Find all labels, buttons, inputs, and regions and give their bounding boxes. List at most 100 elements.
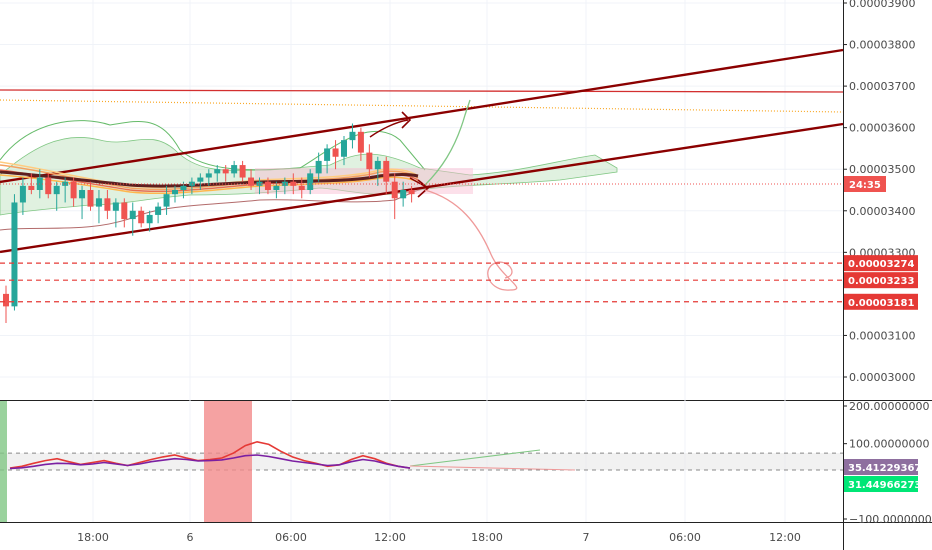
price-badges: 0.00003274 0.00003233 0.00003181 24:35 35.41… xyxy=(844,176,921,492)
y-tick-label: 0.00003900 xyxy=(849,0,915,10)
candle-body xyxy=(104,198,111,211)
candle-body xyxy=(11,202,18,307)
last-price-badge xyxy=(844,176,886,192)
candle-body xyxy=(383,160,390,182)
ema-line xyxy=(0,170,419,188)
candle-body xyxy=(180,185,187,190)
candle-body xyxy=(121,202,128,220)
osc-tick-label: −100.00000000 xyxy=(849,513,932,526)
bearish-projection xyxy=(424,189,518,291)
support-badge xyxy=(844,272,918,289)
price-axis[interactable]: 0.00003900 0.00003800 0.00003700 0.00003600… xyxy=(843,0,915,384)
osc-band xyxy=(0,453,843,471)
candle-body xyxy=(79,190,86,199)
x-tick-label: 12:00 xyxy=(374,531,406,544)
support-badge-label: 0.00003233 xyxy=(848,276,914,287)
osc-series-signal xyxy=(9,454,411,470)
osc-green-highlight xyxy=(0,401,7,522)
candle-body xyxy=(324,148,331,161)
candle-body xyxy=(19,185,26,203)
candle-body xyxy=(138,210,145,224)
candle-body xyxy=(3,293,9,307)
last-price-badge-label: 24:35 xyxy=(849,180,881,191)
x-tick-label: 06:00 xyxy=(275,531,307,544)
candle-body xyxy=(400,190,407,199)
moving-average xyxy=(0,174,419,195)
arrow-head xyxy=(401,111,412,129)
osc-value-badge xyxy=(844,459,918,475)
candle-body xyxy=(87,190,94,207)
candle-body xyxy=(290,181,297,186)
candle-body xyxy=(374,160,381,170)
candle-body xyxy=(222,169,229,174)
candle-body xyxy=(70,181,77,199)
x-tick-label: 18:00 xyxy=(77,531,109,544)
osc-tick-label: 100.00000000 xyxy=(849,438,929,451)
y-tick-label: 0.00003600 xyxy=(849,122,915,135)
resistance-line xyxy=(0,89,844,93)
candle-body xyxy=(197,177,204,182)
candle-body xyxy=(315,160,322,174)
candle-body xyxy=(28,185,35,190)
candle-body xyxy=(62,181,69,186)
moving-average xyxy=(0,161,419,189)
candle-body xyxy=(239,165,246,178)
osc-red-highlight xyxy=(204,401,252,522)
y-tick-label: 0.00003700 xyxy=(849,80,915,93)
candle-body xyxy=(129,210,136,220)
candle-body xyxy=(205,173,212,178)
x-tick-label: 6 xyxy=(187,531,194,544)
support-badge xyxy=(844,255,918,272)
candle-body xyxy=(298,185,305,190)
oscillator-pane[interactable] xyxy=(0,401,843,522)
candle-body xyxy=(332,148,339,157)
candle-body xyxy=(155,206,162,215)
osc-bear-projection xyxy=(409,465,576,471)
osc-value-badge-label: 31.44966273 xyxy=(848,480,921,491)
candle-body xyxy=(281,181,288,186)
main-price-pane[interactable] xyxy=(0,48,844,323)
candle-body xyxy=(349,131,356,141)
osc-tick-label: 200.00000000 xyxy=(849,400,929,413)
candle-body xyxy=(264,181,271,190)
time-axis[interactable]: 18:00 6 06:00 12:00 18:00 7 06:00 12:00 xyxy=(77,531,801,544)
x-tick-label: 7 xyxy=(583,531,590,544)
arrow-head-mid xyxy=(417,179,430,198)
bullish-projection xyxy=(424,99,471,186)
candle-body xyxy=(248,177,255,186)
candle-body xyxy=(214,169,221,174)
y-tick-label: 0.00003000 xyxy=(849,371,915,384)
candle-body xyxy=(172,190,178,195)
candle-body xyxy=(45,177,52,195)
candle-body xyxy=(256,181,263,186)
osc-bull-projection xyxy=(409,449,541,467)
y-tick-label: 0.00003500 xyxy=(849,163,915,176)
candle-body xyxy=(53,185,60,195)
candle-body xyxy=(357,131,364,153)
x-tick-label: 12:00 xyxy=(769,531,801,544)
candle-body xyxy=(188,181,195,186)
support-badge-label: 0.00003274 xyxy=(848,259,914,270)
x-tick-label: 18:00 xyxy=(471,531,503,544)
candle-body xyxy=(231,165,238,174)
candle-body xyxy=(408,190,415,195)
support-badge xyxy=(844,293,918,310)
candle-body xyxy=(95,198,102,207)
candle-body xyxy=(341,140,347,157)
candle-body xyxy=(391,181,398,199)
candle-body xyxy=(112,202,119,211)
candle-body xyxy=(146,214,153,224)
osc-value-badge xyxy=(844,476,918,492)
oscillator-axis[interactable]: 200.00000000 100.00000000 −100.00000000 xyxy=(843,400,932,526)
arrow-up-channel xyxy=(369,119,409,138)
osc-value-badge-label: 35.41229367 xyxy=(848,463,921,474)
upper-channel-line xyxy=(0,48,844,184)
candle-body xyxy=(366,152,373,170)
x-tick-label: 06:00 xyxy=(669,531,701,544)
candle-body xyxy=(307,173,314,190)
support-badge-label: 0.00003181 xyxy=(848,298,914,309)
dotted-resistance xyxy=(0,99,844,113)
y-tick-label: 0.00003100 xyxy=(849,329,915,342)
y-tick-label: 0.00003400 xyxy=(849,205,915,218)
